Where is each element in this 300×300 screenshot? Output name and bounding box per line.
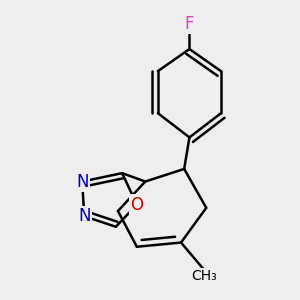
Text: CH₃: CH₃ bbox=[191, 269, 217, 283]
Text: O: O bbox=[130, 196, 143, 214]
Text: F: F bbox=[185, 15, 194, 33]
Text: N: N bbox=[78, 207, 91, 225]
Text: N: N bbox=[76, 172, 88, 190]
